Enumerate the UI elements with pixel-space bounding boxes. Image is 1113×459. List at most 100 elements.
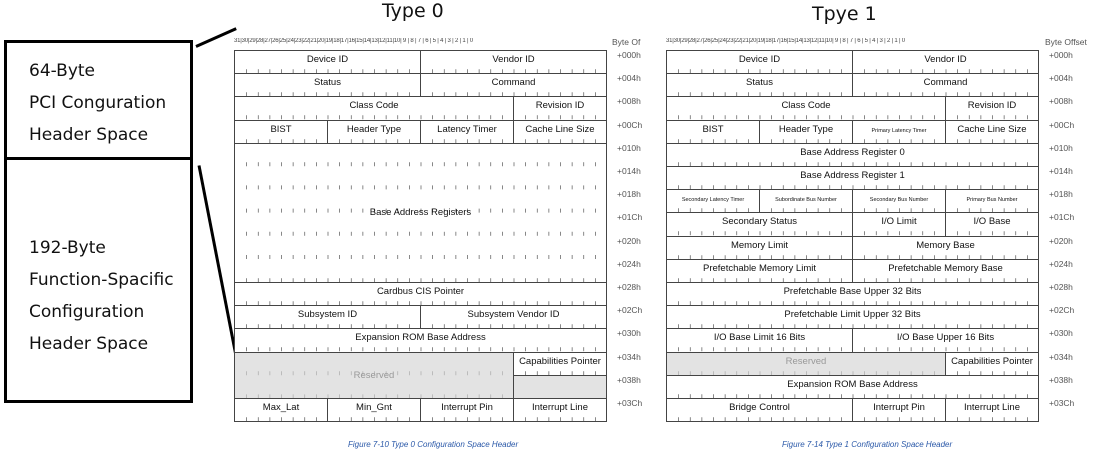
type0-vendor-id-label: Vendor ID <box>492 54 535 65</box>
type1-offset-3: +00Ch <box>1049 119 1075 130</box>
type1-device-id-field: Device ID <box>666 50 853 75</box>
type0-cache-line-size-bit-ticks <box>525 138 596 143</box>
type1-secondary-bus-number-field: Secondary Bus Number <box>852 189 946 214</box>
type0-header-type-bit-ticks <box>339 138 410 143</box>
type1-memory-base-label: Memory Base <box>916 239 975 251</box>
type1-secondary-latency-timer-label: Secondary Latency Timer <box>681 197 745 204</box>
type0-max-lat-field: Max_Lat <box>234 398 328 423</box>
pci-header-line-3: Header Space <box>29 125 149 145</box>
type1-secondary-latency-timer-field: Secondary Latency Timer <box>666 189 760 214</box>
type1-prefetchable-memory-limit-label: Prefetchable Memory Limit <box>703 262 816 274</box>
type1-expansion-rom-label: Expansion ROM Base Address <box>787 378 918 390</box>
type0-cache-line-size-field: Cache Line Size <box>513 119 607 144</box>
type0-bit-numbers: 31|30|29|28|27|26|25|24|23|22|21|20|19|1… <box>234 38 473 44</box>
type1-secondary-latency-timer-bit-ticks <box>678 208 749 213</box>
type1-io-base-field: I/O Base <box>945 212 1039 237</box>
type1-interrupt-line-label: Interrupt Line <box>964 402 1020 413</box>
type0-header-type-label: Header Type <box>346 123 402 135</box>
type0-offset-15: +03Ch <box>617 398 643 408</box>
type1-memory-limit-bit-ticks <box>678 254 842 259</box>
type1-memory-limit-label: Memory Limit <box>730 239 788 251</box>
type0-interrupt-line-field: Interrupt Line <box>513 398 607 423</box>
type0-subsystem-id-bit-ticks <box>246 324 410 329</box>
type1-revision-id-field: Revision ID <box>945 96 1039 121</box>
type0-offset-11: +02Ch <box>617 305 643 316</box>
type1-subordinate-bus-number-field: Subordinate Bus Number <box>759 189 853 214</box>
type1-vendor-id-bit-ticks <box>864 69 1028 74</box>
type0-class-code-label: Class Code <box>349 100 399 112</box>
type0-reserved-tail-field <box>513 374 607 399</box>
type1-io-base-upper-16-label: I/O Base Upper 16 Bits <box>896 332 995 344</box>
type1-interrupt-pin-bit-ticks <box>864 417 935 422</box>
type0-max-lat-bit-ticks <box>246 417 317 422</box>
type0-bist-label: BIST <box>270 123 292 135</box>
type1-class-code-label: Class Code <box>781 100 831 112</box>
type0-cardbus-label: Cardbus CIS Pointer <box>376 286 465 297</box>
type1-offset-11: +02Ch <box>1049 305 1075 316</box>
type1-header-type-bit-ticks <box>771 138 842 143</box>
type1-subordinate-bus-number-label: Subordinate Bus Number <box>775 197 837 204</box>
type1-prefetchable-limit-upper-field: Prefetchable Limit Upper 32 Bits <box>666 305 1039 330</box>
type0-latency-timer-label: Latency Timer <box>437 123 497 135</box>
type1-bar0-bit-ticks <box>678 161 1028 166</box>
type0-offset-9: +024h <box>617 258 641 269</box>
type0-cardbus-bit-ticks <box>246 301 596 306</box>
type0-title: Type 0 <box>382 0 444 22</box>
type1-memory-base-bit-ticks <box>864 254 1028 259</box>
type0-expansion-rom-field: Expansion ROM Base Address <box>234 328 607 353</box>
type0-bars-bit-ticks <box>246 161 596 282</box>
type1-io-base-limit-16-field: I/O Base Limit 16 Bits <box>666 328 853 353</box>
type0-min-gnt-bit-ticks <box>339 417 410 422</box>
type1-reserved-field: Reserved <box>666 351 946 376</box>
type0-cap-pointer-label: Capabilities Pointer <box>519 355 601 367</box>
type1-command-label: Command <box>923 77 968 89</box>
type0-latency-timer-bit-ticks <box>432 138 503 143</box>
type0-interrupt-line-bit-ticks <box>525 417 596 422</box>
type0-interrupt-pin-bit-ticks <box>432 417 503 422</box>
type1-header-type-label: Header Type <box>778 123 834 135</box>
type1-command-field: Command <box>852 73 1039 98</box>
type1-subordinate-bus-number-bit-ticks <box>771 208 842 213</box>
type1-io-base-label: I/O Base <box>973 216 1011 228</box>
type1-memory-base-field: Memory Base <box>852 235 1039 260</box>
type0-device-id-label: Device ID <box>306 54 349 65</box>
type1-device-id-bit-ticks <box>678 69 842 74</box>
type0-device-id-bit-ticks <box>246 69 410 74</box>
type0-subsystem-vendor-id-label: Subsystem Vendor ID <box>467 309 560 321</box>
type0-cardbus-field: Cardbus CIS Pointer <box>234 282 607 307</box>
type1-io-base-limit-16-bit-ticks <box>678 347 842 352</box>
type0-subsystem-id-field: Subsystem ID <box>234 305 421 330</box>
type0-min-gnt-field: Min_Gnt <box>327 398 421 423</box>
type0-caption: Figure 7-10 Type 0 Configuration Space H… <box>348 440 519 449</box>
type0-offset-4: +010h <box>617 142 641 153</box>
type1-bar0-label: Base Address Register 0 <box>800 146 905 158</box>
type1-offset-1: +004h <box>1049 73 1073 84</box>
function-specific-line-1: 192-Byte <box>29 238 106 258</box>
type1-memory-limit-field: Memory Limit <box>666 235 853 260</box>
type0-offset-2: +008h <box>617 96 641 107</box>
type0-class-code-bit-ticks <box>246 115 503 120</box>
type0-reserved-bit-ticks <box>246 370 503 398</box>
type0-offset-5: +014h <box>617 166 641 176</box>
pci-header-space-box: 64-Byte PCI Conguration Header Space <box>4 40 193 160</box>
type1-secondary-bus-number-label: Secondary Bus Number <box>869 197 929 204</box>
type1-cache-line-size-bit-ticks <box>957 138 1028 143</box>
type1-bar1-bit-ticks <box>678 185 1028 190</box>
type1-reserved-label: Reserved <box>785 355 827 367</box>
type1-device-id-label: Device ID <box>738 54 781 65</box>
type0-vendor-id-bit-ticks <box>432 69 596 74</box>
type1-revision-id-bit-ticks <box>957 115 1028 120</box>
type0-reserved-field: Reserved <box>234 351 514 399</box>
type1-secondary-status-bit-ticks <box>678 231 842 236</box>
type0-min-gnt-label: Min_Gnt <box>356 402 392 413</box>
type0-header-type-field: Header Type <box>327 119 421 144</box>
type0-offset-6: +018h <box>617 189 641 200</box>
type1-status-field: Status <box>666 73 853 98</box>
type1-io-base-limit-16-label: I/O Base Limit 16 Bits <box>713 332 806 344</box>
type0-revision-id-label: Revision ID <box>535 100 585 112</box>
type1-offset-10: +028h <box>1049 282 1073 292</box>
type0-offset-7: +01Ch <box>617 212 643 223</box>
type0-offset-10: +028h <box>617 282 641 292</box>
type1-offset-9: +024h <box>1049 258 1073 269</box>
type1-io-base-upper-16-field: I/O Base Upper 16 Bits <box>852 328 1039 353</box>
